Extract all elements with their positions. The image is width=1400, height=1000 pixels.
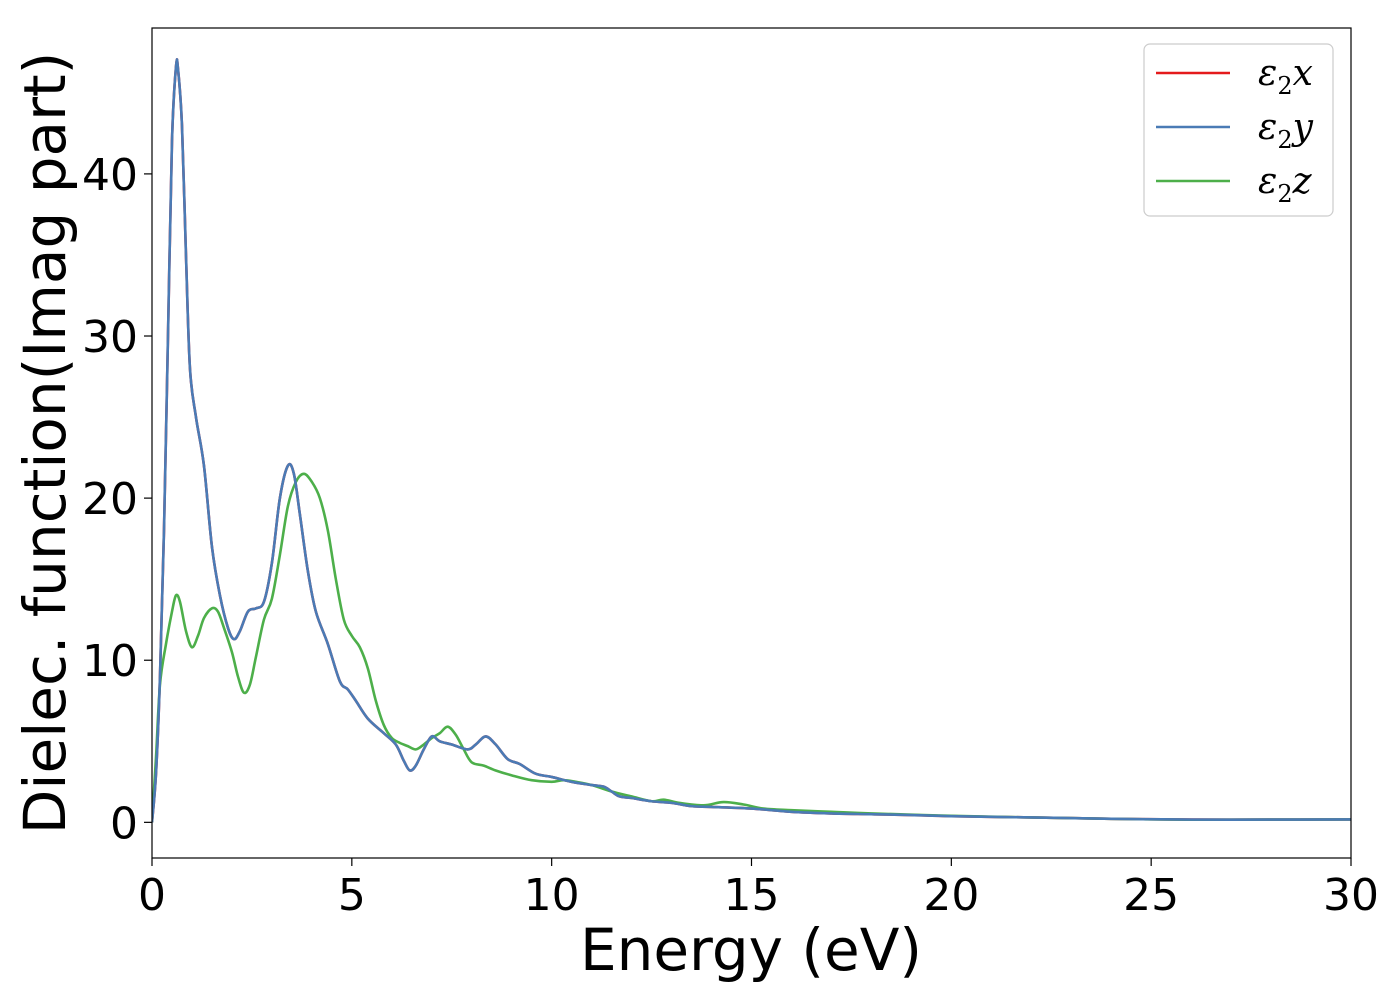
legend-label-sub: 2 bbox=[1277, 180, 1292, 208]
legend-box bbox=[1143, 43, 1334, 217]
x-axis-ticks: 0 5 10 15 20 25 30 bbox=[138, 858, 1379, 921]
legend-label-base: ε bbox=[1258, 107, 1277, 148]
series-layer bbox=[152, 58, 1351, 823]
legend-label-var: y bbox=[1291, 107, 1314, 148]
x-tick-label: 25 bbox=[1123, 870, 1179, 921]
y-tick-label: 20 bbox=[82, 474, 138, 525]
legend-label-sub: 2 bbox=[1277, 72, 1292, 100]
x-tick-label: 30 bbox=[1323, 870, 1379, 921]
legend-label-y: ε2y bbox=[1258, 107, 1314, 154]
legend-label-base: ε bbox=[1258, 161, 1277, 202]
x-tick-label: 5 bbox=[338, 870, 366, 921]
series-line-z bbox=[152, 472, 1351, 823]
legend-label-var: z bbox=[1292, 161, 1313, 202]
y-tick-label: 0 bbox=[110, 798, 138, 849]
series-line-y bbox=[152, 58, 1351, 823]
legend-label-base: ε bbox=[1258, 53, 1277, 94]
x-tick-label: 15 bbox=[724, 870, 780, 921]
y-tick-label: 30 bbox=[82, 312, 138, 363]
y-axis-ticks: 0 10 20 30 40 bbox=[82, 150, 152, 849]
legend-label-sub: 2 bbox=[1277, 126, 1292, 154]
x-tick-label: 0 bbox=[138, 870, 166, 921]
legend-label-var: x bbox=[1293, 53, 1313, 94]
legend-label-x: ε2x bbox=[1258, 53, 1313, 100]
legend-label-z: ε2z bbox=[1258, 161, 1313, 208]
x-tick-label: 20 bbox=[923, 870, 979, 921]
x-tick-label: 10 bbox=[524, 870, 580, 921]
y-tick-label: 10 bbox=[82, 636, 138, 687]
y-axis-title: Dielec. function(Imag part) bbox=[11, 52, 79, 835]
y-tick-label: 40 bbox=[82, 150, 138, 201]
x-axis-title: Energy (eV) bbox=[580, 916, 922, 984]
